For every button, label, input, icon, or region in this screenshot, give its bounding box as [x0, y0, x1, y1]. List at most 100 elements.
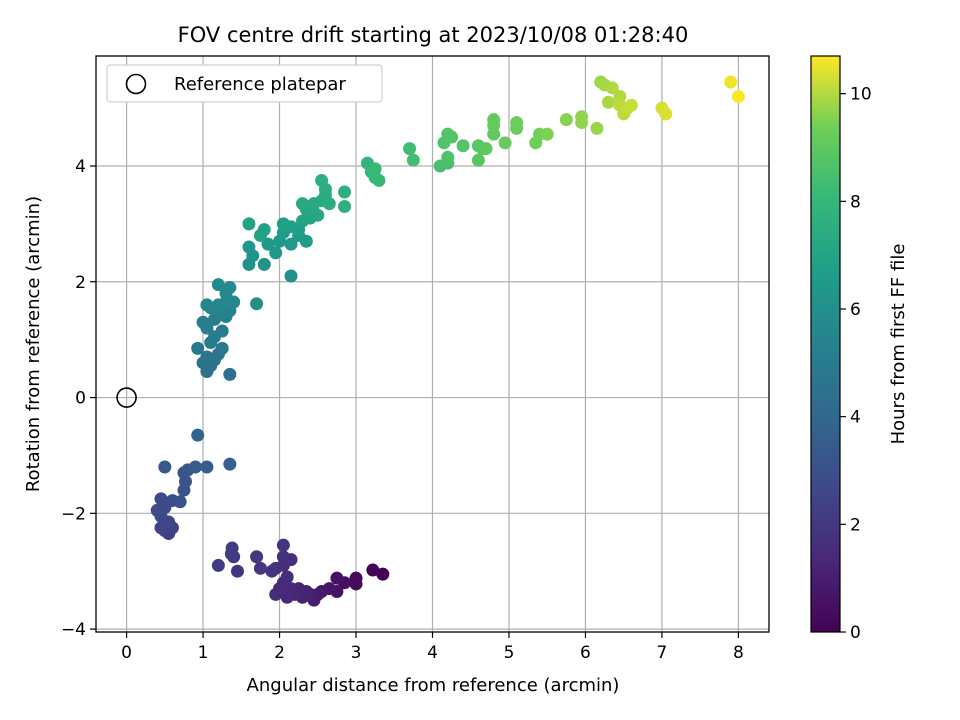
data-point [250, 550, 264, 564]
x-axis: 0 1 2 3 4 5 6 7 8 [121, 632, 744, 663]
data-point [445, 130, 459, 144]
scatter-points [150, 75, 745, 607]
data-point [311, 208, 325, 222]
data-point [368, 162, 382, 176]
data-point [659, 107, 673, 121]
data-point [196, 315, 210, 329]
data-point [456, 139, 470, 153]
colorbar: 0 2 4 6 8 10 Hours from first FF file [810, 55, 909, 643]
data-point [158, 460, 172, 474]
data-point [230, 564, 244, 578]
data-point [223, 367, 237, 381]
y-tick-label: 4 [75, 157, 86, 177]
data-point [211, 278, 225, 292]
data-point [406, 153, 420, 167]
data-point [376, 567, 390, 581]
data-point [154, 492, 168, 506]
data-point [191, 341, 205, 355]
colorbar-tick-label: 4 [850, 408, 861, 428]
data-point [227, 295, 241, 309]
grid [96, 56, 769, 632]
x-tick-label: 2 [274, 643, 285, 663]
data-point [261, 237, 275, 251]
colorbar-tick-label: 10 [850, 85, 872, 105]
data-point [498, 136, 512, 150]
data-point [559, 113, 573, 127]
data-point [605, 81, 619, 95]
data-point [280, 590, 294, 604]
data-point [257, 257, 271, 271]
data-point [200, 298, 214, 312]
data-point [269, 246, 283, 260]
data-point [223, 281, 237, 295]
y-tick-label: 2 [75, 273, 86, 293]
data-point [330, 571, 344, 585]
x-tick-label: 1 [198, 643, 209, 663]
data-point [265, 564, 279, 578]
data-point [284, 237, 298, 251]
data-point [280, 570, 294, 584]
legend-marker [125, 73, 147, 95]
y-tick-label: 0 [75, 389, 86, 409]
colorbar-tick-label: 8 [850, 192, 861, 212]
data-point [403, 142, 417, 156]
data-point [590, 121, 604, 135]
data-point [479, 142, 493, 156]
colorbar-ticks: 0 2 4 6 8 10 [840, 85, 872, 643]
data-point [253, 561, 267, 575]
data-point [366, 563, 380, 577]
data-point [250, 297, 264, 311]
data-point [338, 200, 352, 214]
data-point [257, 223, 271, 237]
data-point [624, 98, 638, 112]
x-tick-label: 3 [351, 643, 362, 663]
data-point [601, 95, 615, 109]
data-point [510, 116, 524, 130]
data-point [315, 173, 329, 187]
chart-title: FOV centre drift starting at 2023/10/08 … [178, 23, 689, 47]
data-point [276, 217, 290, 231]
x-axis-label: Angular distance from reference (arcmin) [247, 675, 620, 696]
data-point [242, 217, 256, 231]
data-point [215, 324, 229, 338]
data-point [372, 173, 386, 187]
data-point [224, 547, 238, 561]
colorbar-tick-label: 0 [850, 623, 861, 643]
data-point [338, 185, 352, 199]
data-point [223, 457, 237, 471]
y-axis-label: Rotation from reference (arcmin) [23, 196, 44, 492]
colorbar-tick-label: 2 [850, 515, 861, 535]
data-point [269, 587, 283, 601]
data-point [487, 118, 501, 132]
data-point [540, 127, 554, 141]
x-tick-label: 4 [427, 643, 438, 663]
data-point [731, 90, 745, 104]
data-point [211, 558, 225, 572]
data-point [188, 460, 202, 474]
x-tick-label: 0 [121, 643, 132, 663]
x-tick-label: 8 [733, 643, 744, 663]
data-point [276, 550, 290, 564]
colorbar-gradient [810, 55, 841, 633]
data-point [349, 577, 363, 591]
data-point [724, 75, 738, 89]
data-point [284, 269, 298, 283]
y-tick-label: −2 [61, 504, 86, 524]
reference-point [116, 387, 137, 408]
legend-box [106, 64, 383, 103]
data-point [173, 495, 187, 509]
data-point [191, 428, 205, 442]
y-axis: −4 −2 0 2 4 [61, 157, 96, 640]
data-point [276, 538, 290, 552]
colorbar-tick-label: 6 [850, 300, 861, 320]
data-point [441, 150, 455, 164]
x-tick-label: 5 [504, 643, 515, 663]
colorbar-label: Hours from first FF file [888, 244, 909, 445]
y-tick-label: −4 [61, 620, 86, 640]
data-point [215, 341, 229, 355]
legend: Reference platepar [106, 64, 383, 103]
data-point [200, 460, 214, 474]
data-point [575, 116, 589, 130]
legend-entry: Reference platepar [174, 74, 346, 95]
